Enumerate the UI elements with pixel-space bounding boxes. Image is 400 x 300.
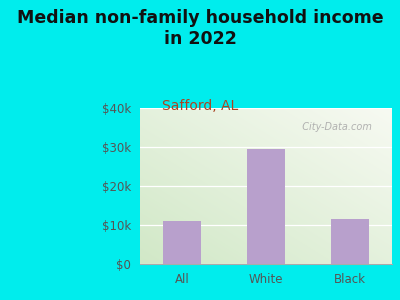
Bar — [331, 219, 369, 264]
Bar — [247, 149, 285, 264]
Text: City-Data.com: City-Data.com — [296, 122, 372, 132]
Bar — [163, 221, 201, 264]
Text: Median non-family household income
in 2022: Median non-family household income in 20… — [17, 9, 383, 48]
Text: Safford, AL: Safford, AL — [162, 99, 238, 113]
